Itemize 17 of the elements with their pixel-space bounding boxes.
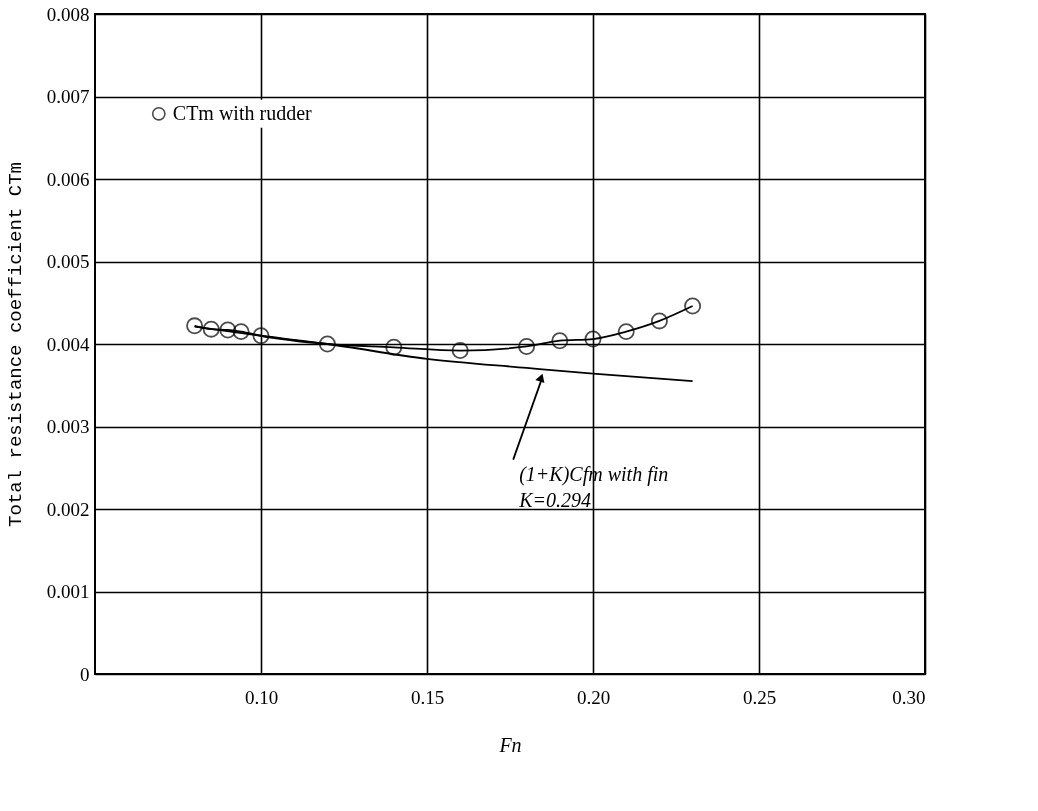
x-tick-label: 0.10	[244, 686, 279, 708]
y-tick-label: 0.005	[46, 251, 90, 272]
x-tick-label: 0.25	[742, 686, 777, 708]
y-tick-label: 0.007	[46, 86, 90, 107]
x-axis-title: Fn	[498, 733, 522, 756]
x-tick-label: 0.20	[576, 686, 611, 708]
y-tick-label: 0.006	[46, 168, 90, 190]
legend-label: CTm with rudder	[172, 101, 313, 124]
x-tick-label: 0.30	[892, 686, 926, 708]
y-axis-title: Total resistance coefficient CTm	[4, 162, 27, 527]
y-tick-label: 0	[80, 663, 90, 685]
y-tick-label: 0.002	[46, 498, 90, 520]
y-tick-label: 0.008	[46, 3, 90, 25]
y-tick-label: 0.001	[46, 581, 90, 602]
y-tick-label: 0.003	[46, 416, 90, 437]
x-tick-label: 0.15	[410, 686, 445, 708]
y-tick-label: 0.004	[46, 333, 90, 355]
